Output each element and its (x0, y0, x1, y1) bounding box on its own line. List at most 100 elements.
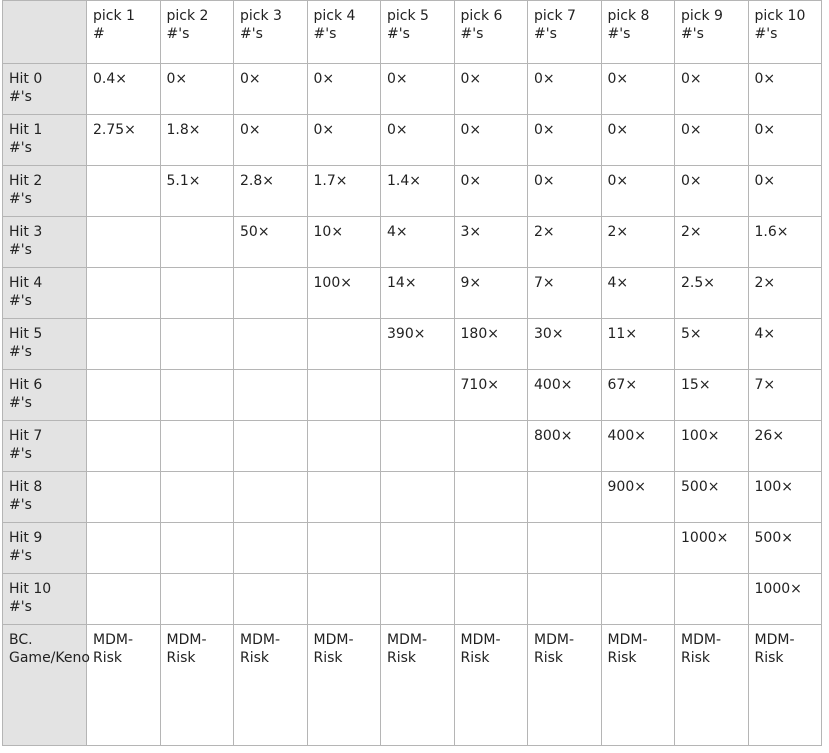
table-cell (233, 369, 308, 421)
table-cell-text: 1.7× (313, 173, 348, 189)
table-cell (453, 573, 528, 625)
row-header: Hit 2 #'s (2, 165, 87, 217)
table-cell: 0× (674, 114, 749, 166)
column-header: pick 6 #'s (453, 0, 528, 64)
table-cell: 0× (453, 63, 528, 115)
table-cell-text: 11× (607, 326, 638, 342)
table-cell: MDM-Risk (306, 624, 381, 746)
table-cell (380, 369, 455, 421)
table-cell-text: MDM-Risk (681, 632, 721, 666)
table-cell: 9× (453, 267, 528, 319)
table-cell: 2× (600, 216, 675, 268)
table-row: Hit 4 #'s 100× 14× 9× 7× 4× 2.5× 2× (2, 267, 822, 319)
table-cell (86, 573, 161, 625)
table-cell (86, 420, 161, 472)
table-cell-text: 0× (534, 122, 555, 138)
table-cell: 50× (233, 216, 308, 268)
table-cell-text: 100× (313, 275, 352, 291)
table-cell-text: 0.4× (93, 71, 127, 87)
row-header-text: Hit 7 #'s (9, 428, 43, 462)
row-header-text: Hit 0 #'s (9, 71, 43, 105)
row-header: Hit 3 #'s (2, 216, 87, 268)
table-cell (233, 573, 308, 625)
table-cell (86, 522, 161, 574)
table-cell (527, 573, 602, 625)
table-cell (159, 216, 234, 268)
header-row: pick 1 # pick 2 #'s pick 3 #'s pick 4 #'s pi… (2, 0, 822, 64)
table-cell: 710× (453, 369, 528, 421)
column-header-text: pick 3 #'s (240, 8, 282, 42)
table-cell: MDM-Risk (527, 624, 602, 746)
table-cell (159, 369, 234, 421)
row-header-text: Hit 8 #'s (9, 479, 43, 513)
table-row: Hit 2 #'s 5.1× 2.8× 1.7× 1.4× 0× 0× 0× 0× 0× (2, 165, 822, 217)
table-cell (159, 420, 234, 472)
table-row: Hit 10 #'s 1000× (2, 573, 822, 625)
table-cell: 1000× (747, 573, 822, 625)
table-cell (674, 573, 749, 625)
table-cell-text: 0× (460, 173, 482, 189)
table-cell-text: 26× (754, 428, 785, 444)
row-header-text: Hit 4 #'s (9, 275, 43, 309)
row-header: Hit 4 #'s (2, 267, 87, 319)
table-cell-text: 9× (460, 275, 482, 291)
table-cell-text: 0× (387, 71, 408, 87)
table-cell: 1000× (674, 522, 749, 574)
table-cell-text: 400× (534, 377, 573, 393)
table-cell: 7× (527, 267, 602, 319)
table-cell: 67× (600, 369, 675, 421)
table-cell: 11× (600, 318, 675, 370)
table-cell: 2× (674, 216, 749, 268)
table-cell-text: 5× (681, 326, 702, 342)
table-cell (453, 420, 528, 472)
table-cell: 2.5× (674, 267, 749, 319)
table-cell-text: 0× (681, 71, 702, 87)
table-cell-text: 400× (607, 428, 646, 444)
table-cell-text: MDM-Risk (313, 632, 354, 666)
table-cell: 0× (233, 114, 308, 166)
table-cell: 500× (747, 522, 822, 574)
table-cell-text: 100× (681, 428, 720, 444)
table-cell-text: 2.5× (681, 275, 715, 291)
table-cell-text: 0× (313, 122, 335, 138)
table-cell-text: MDM-Risk (166, 632, 207, 666)
table-cell: 0× (600, 114, 675, 166)
table-cell-text: 0× (534, 71, 555, 87)
row-header-text: Hit 6 #'s (9, 377, 43, 411)
column-header-text: pick 10 #'s (754, 8, 806, 42)
table-cell-text: 1000× (754, 581, 802, 597)
table-cell: 800× (527, 420, 602, 472)
table-cell-text: 1.6× (754, 224, 789, 240)
row-header-text: Hit 3 #'s (9, 224, 43, 258)
row-header: Hit 0 #'s (2, 63, 87, 115)
row-header: Hit 8 #'s (2, 471, 87, 523)
row-header-text: BC. Game/Keno (9, 632, 90, 666)
row-header: Hit 5 #'s (2, 318, 87, 370)
row-header: BC. Game/Keno (2, 624, 90, 746)
table-cell-text: 0× (754, 173, 776, 189)
column-header: pick 9 #'s (674, 0, 749, 64)
table-cell (159, 522, 234, 574)
table-cell (86, 369, 161, 421)
row-header-text: Hit 1 #'s (9, 122, 43, 156)
table-cell-text: 3× (460, 224, 482, 240)
table-cell: 5.1× (159, 165, 234, 217)
table-cell: 0× (600, 165, 675, 217)
table-cell-text: MDM-Risk (460, 632, 501, 666)
table-cell-text: 50× (240, 224, 270, 240)
table-cell (527, 471, 602, 523)
table-cell-text: 4× (754, 326, 776, 342)
table-cell: 100× (306, 267, 381, 319)
column-header-text: pick 9 #'s (681, 8, 723, 42)
table-cell-text: 2× (534, 224, 555, 240)
column-header: pick 7 #'s (527, 0, 602, 64)
table-cell (159, 573, 234, 625)
table-cell: 0× (747, 63, 822, 115)
table-cell: 100× (747, 471, 822, 523)
table-cell: 1.6× (747, 216, 822, 268)
table-cell: 4× (747, 318, 822, 370)
table-cell: 14× (380, 267, 455, 319)
table-cell (380, 471, 455, 523)
table-cell (306, 471, 381, 523)
table-cell: 7× (747, 369, 822, 421)
